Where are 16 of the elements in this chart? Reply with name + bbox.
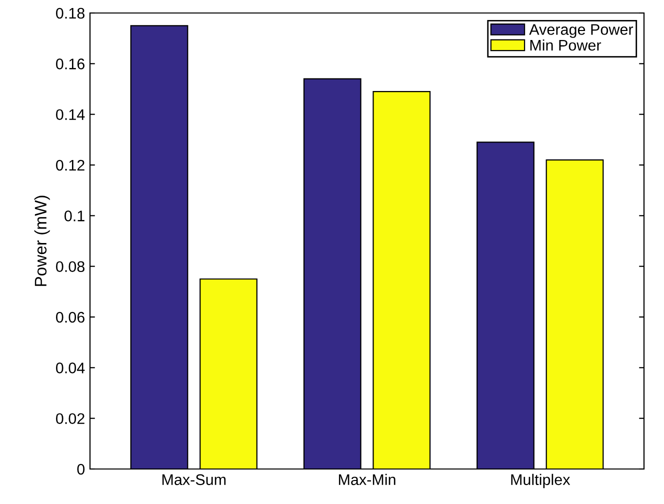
legend-label: Average Power (529, 24, 634, 38)
y-tick-label: 0.12 (56, 160, 84, 171)
x-tick-label: Multiplex (511, 474, 570, 488)
y-tick-label: 0.1 (64, 210, 84, 222)
y-tick-label: 0 (77, 464, 85, 475)
y-tick-label: 0.18 (56, 8, 84, 19)
legend-label: Min Power (530, 39, 602, 51)
x-tick-label: Max-Sum (162, 474, 226, 486)
y-tick-label: 0.16 (56, 58, 84, 70)
x-tick-label: Max-Min (338, 474, 396, 486)
y-tick-label: 0.04 (56, 362, 85, 374)
y-axis-title: Power (mW) (34, 196, 50, 286)
y-tick-label: 0.02 (56, 413, 84, 424)
y-tick-label: 0.14 (56, 109, 85, 120)
y-tick-label: 0.08 (56, 261, 84, 272)
y-tick-label: 0.06 (56, 312, 84, 323)
